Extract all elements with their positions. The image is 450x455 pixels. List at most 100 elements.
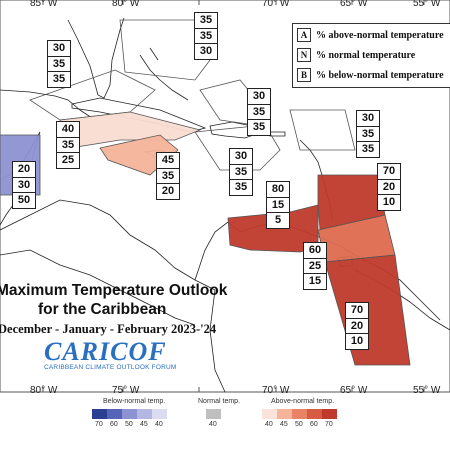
map-season: December - January - February 2023-'24 xyxy=(0,322,217,336)
prob-box-hispaniola: 30 35 35 xyxy=(229,148,253,196)
below-tick: 45 xyxy=(140,421,148,428)
prob-normal: 35 xyxy=(357,127,379,142)
lon-label-top: 55° W xyxy=(413,0,441,9)
prob-box-yucatan: 20 30 50 xyxy=(12,161,36,209)
prob-above: 70 xyxy=(346,303,368,319)
graticule-ticks xyxy=(42,0,425,392)
prob-normal: 35 xyxy=(230,165,252,180)
above-swatch xyxy=(277,409,292,419)
above-swatch xyxy=(322,409,337,419)
central-america-coast xyxy=(0,199,216,291)
zone-bermuda-area xyxy=(289,109,356,151)
prob-normal: 20 xyxy=(346,319,368,334)
prob-normal: 30 xyxy=(13,178,35,193)
below-scale-title: Below-normal temp. xyxy=(103,398,166,405)
prob-normal: 35 xyxy=(195,29,217,44)
zone-bahamas-north xyxy=(119,19,211,81)
legend-text-normal: % normal temperature xyxy=(316,50,416,61)
map-title-line2: for the Caribbean xyxy=(38,301,167,318)
above-tick: 70 xyxy=(325,421,333,428)
prob-box-trinidad: 60 25 15 xyxy=(303,242,327,290)
color-scale-legend: Below-normal temp. Normal temp. Above-no… xyxy=(0,398,450,450)
logo-wordmark: CARICOF xyxy=(44,337,167,366)
prob-box-florida-bahamas: 30 35 35 xyxy=(47,40,71,88)
prob-normal: 15 xyxy=(267,198,289,213)
prob-above: 30 xyxy=(357,111,379,127)
normal-scale-title: Normal temp. xyxy=(198,398,241,405)
above-scale-title: Above-normal temp. xyxy=(271,398,335,405)
prob-box-bermuda-area: 30 35 35 xyxy=(356,110,380,158)
above-swatch xyxy=(292,409,307,419)
lon-label-bottom: 55° W xyxy=(413,385,441,396)
lon-label-bottom: 75° W xyxy=(112,385,140,396)
prob-normal: 35 xyxy=(248,105,270,120)
prob-normal: 20 xyxy=(378,180,400,195)
prob-above: 70 xyxy=(378,164,400,180)
lon-label-top: 65° W xyxy=(340,0,368,9)
prob-box-turks-caicos: 30 35 35 xyxy=(247,88,271,136)
forecast-zones xyxy=(0,19,411,366)
prob-below: 50 xyxy=(17,194,31,206)
prob-above: 30 xyxy=(48,41,70,57)
prob-box-abc-islands: 80 15 5 xyxy=(266,181,290,229)
legend-row-above: A % above-normal temperature xyxy=(297,28,444,42)
below-tick: 60 xyxy=(110,421,118,428)
prob-below: 35 xyxy=(361,143,375,155)
below-tick: 40 xyxy=(155,421,163,428)
above-tick: 60 xyxy=(310,421,318,428)
above-swatch xyxy=(307,409,322,419)
probability-key-legend: A % above-normal temperature N % normal te… xyxy=(292,23,450,88)
prob-normal: 35 xyxy=(48,57,70,72)
lon-label-top: 85° W xyxy=(30,0,58,9)
prob-below: 30 xyxy=(199,45,213,57)
prob-below: 10 xyxy=(382,196,396,208)
above-tick: 50 xyxy=(295,421,303,428)
lon-label-top: 70° W xyxy=(262,0,290,9)
above-tick: 40 xyxy=(265,421,273,428)
lon-label-bottom: 80° W xyxy=(30,385,58,396)
below-swatch xyxy=(152,409,167,419)
below-swatch xyxy=(107,409,122,419)
central-america-pacific xyxy=(0,249,196,326)
prob-below: 10 xyxy=(350,335,364,347)
legend-row-normal: N % normal temperature xyxy=(297,48,415,62)
prob-above: 30 xyxy=(230,149,252,165)
lon-label-top: 80° W xyxy=(112,0,140,9)
prob-below: 20 xyxy=(161,185,175,197)
prob-below: 35 xyxy=(252,121,266,133)
normal-tick: 40 xyxy=(209,421,217,428)
prob-above: 80 xyxy=(267,182,289,198)
bahamas xyxy=(139,47,189,101)
prob-below: 35 xyxy=(234,181,248,193)
prob-box-jamaica-cayman: 45 35 20 xyxy=(156,152,180,200)
map-title: Maximum Temperature Outlook xyxy=(0,282,228,299)
prob-below: 35 xyxy=(52,73,66,85)
below-swatch xyxy=(92,409,107,419)
prob-above: 45 xyxy=(157,153,179,169)
prob-normal: 35 xyxy=(157,169,179,184)
below-tick: 70 xyxy=(95,421,103,428)
zone-florida-bahamas xyxy=(29,69,156,121)
legend-key-a: A xyxy=(297,28,311,42)
prob-above: 20 xyxy=(13,162,35,178)
south-america-interior xyxy=(209,289,226,393)
legend-row-below: B % below-normal temperature xyxy=(297,68,444,82)
prob-box-bahamas-north: 35 35 30 xyxy=(194,12,218,60)
legend-text-above: % above-normal temperature xyxy=(316,30,444,41)
prob-above: 40 xyxy=(57,122,79,138)
prob-box-lesser-antilles: 70 20 10 xyxy=(377,163,401,211)
caricof-logo: CARICOF CARIBBEAN CLIMATE OUTLOOK FORUM xyxy=(44,337,176,371)
below-tick: 50 xyxy=(125,421,133,428)
prob-normal: 25 xyxy=(304,259,326,274)
below-swatch xyxy=(122,409,137,419)
legend-key-b: B xyxy=(297,68,311,82)
prob-above: 35 xyxy=(195,13,217,29)
prob-normal: 35 xyxy=(57,138,79,153)
normal-swatch xyxy=(206,409,221,419)
prob-below: 5 xyxy=(274,214,282,226)
lon-label-bottom: 65° W xyxy=(340,385,368,396)
prob-below: 25 xyxy=(61,154,75,166)
prob-box-guianas: 70 20 10 xyxy=(345,302,369,350)
prob-above: 60 xyxy=(304,243,326,259)
above-swatch xyxy=(262,409,277,419)
